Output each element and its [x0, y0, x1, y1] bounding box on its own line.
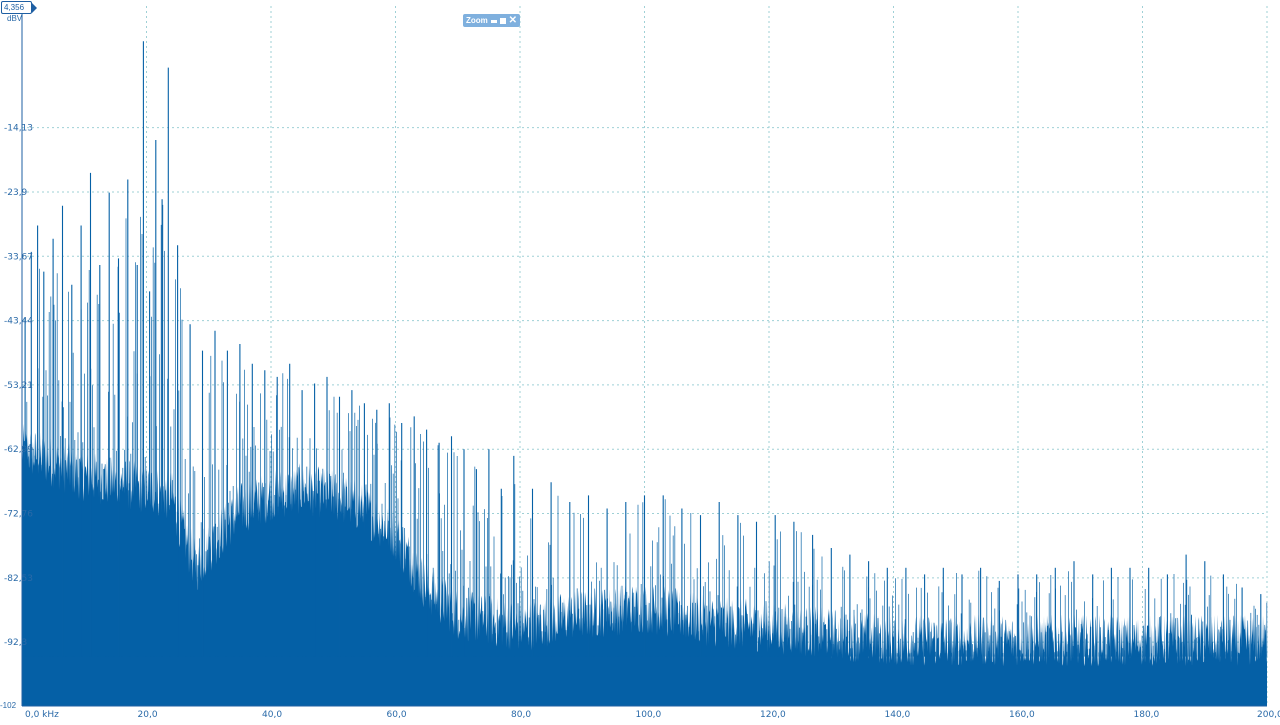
- y-tick-label: -72,76: [4, 510, 33, 520]
- x-tick-label: 60,0: [387, 710, 407, 720]
- x-tick-label: 0,0 kHz: [25, 710, 59, 720]
- y-tick-label: -62,99: [4, 445, 33, 455]
- minimize-icon[interactable]: [490, 20, 498, 23]
- y-tick-label: -14,13: [4, 124, 33, 134]
- y-max-value: 4,356: [4, 3, 25, 12]
- y-tick-label: -53,21: [4, 381, 33, 391]
- y-max-readout[interactable]: 4,356: [1, 1, 38, 14]
- x-tick-label: 100,0: [636, 710, 662, 720]
- x-tick-label: 160,0: [1009, 710, 1035, 720]
- close-icon[interactable]: ✕: [508, 14, 517, 26]
- maximize-icon[interactable]: [500, 17, 506, 24]
- y-tick-label: -33,67: [4, 252, 33, 262]
- axes: [21, 6, 1267, 707]
- y-min-readout: -102: [0, 701, 17, 710]
- grid-lines: [22, 6, 1268, 706]
- x-tick-label: 40,0: [262, 710, 282, 720]
- x-tick-label: 140,0: [885, 710, 911, 720]
- x-tick-label: 20,0: [138, 710, 158, 720]
- noise-floor-fill: [22, 423, 1267, 706]
- zoom-label: Zoom: [466, 16, 488, 25]
- tick-labels: -14,13 -23,9 -33,67 -43,44 -53,21 -62,99 -72,7…: [4, 124, 1280, 720]
- x-tick-label: 80,0: [511, 710, 531, 720]
- y-tick-label: -92,3: [4, 638, 27, 648]
- y-tick-label: -43,44: [4, 317, 33, 327]
- x-tick-label: 180,0: [1134, 710, 1160, 720]
- y-max-marker-icon: [32, 3, 38, 13]
- zoom-toolbar[interactable]: Zoom ✕: [463, 14, 520, 27]
- x-tick-label: 120,0: [760, 710, 786, 720]
- y-tick-label: -23,9: [4, 188, 28, 198]
- y-axis-unit: dBV: [7, 14, 23, 23]
- spectrum-trace: [21, 41, 1268, 706]
- y-tick-label: -82,53: [4, 574, 33, 584]
- x-tick-label: 200,0: [1257, 710, 1280, 720]
